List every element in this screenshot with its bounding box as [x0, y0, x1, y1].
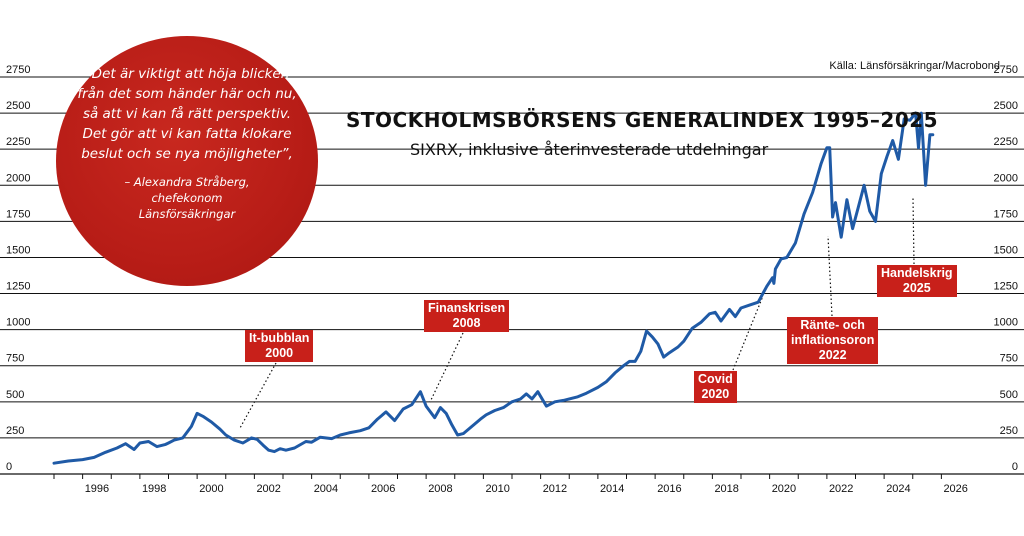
- y-tick-label: 750: [6, 353, 24, 365]
- y-tick-label: 1250: [994, 281, 1018, 293]
- y-tick-label: 750: [1000, 353, 1018, 365]
- y-tick-label: 500: [1000, 389, 1018, 401]
- annotation-year: 2022: [818, 348, 847, 362]
- annotation-year: 2000: [265, 346, 294, 360]
- y-tick-label: 250: [1000, 425, 1018, 437]
- quote-bubble: ”Det är viktigt att höja blicken från de…: [56, 36, 318, 286]
- annotation-year: 2025: [902, 281, 931, 295]
- annotation-label-line: Finanskrisen: [428, 301, 506, 315]
- x-tick-label: 2008: [428, 483, 452, 495]
- y-tick-label: 1000: [994, 317, 1018, 329]
- x-tick-label: 2026: [943, 483, 967, 495]
- x-axis: 1996 1998 2000 2002 2004 2006 2008 2010 2012 2014…: [53, 474, 968, 495]
- leader-line: [827, 235, 833, 317]
- y-tick-label: 500: [6, 389, 24, 401]
- x-tick-label: 2022: [829, 483, 853, 495]
- y-axis-left: 0 250 500 750 1000 1250 1500 1750 2000 2250 2500 27…: [6, 64, 30, 473]
- y-tick-label: 2750: [6, 64, 30, 76]
- annotation-covid: Covid 2020: [694, 371, 737, 403]
- y-tick-label: 2000: [6, 172, 30, 184]
- chart-title: STOCKHOLMSBÖRSENS GENERALINDEX 1995–2025: [346, 108, 939, 132]
- chart-subtitle: SIXRX, inklusive återinvesterade utdelni…: [410, 140, 769, 159]
- annotation-it-bubble: It-bubblan 2000: [245, 330, 314, 362]
- leader-line: [239, 362, 277, 429]
- annotation-label-line: Covid: [698, 372, 733, 386]
- y-tick-label: 2750: [994, 64, 1018, 76]
- leader-line: [732, 295, 764, 371]
- x-tick-label: 2018: [714, 483, 738, 495]
- annotation-rate-inflation: Ränte- och inflationsoron 2022: [787, 317, 879, 364]
- x-tick-label: 2000: [199, 483, 223, 495]
- y-tick-label: 0: [6, 461, 12, 473]
- annotation-label-line: Handelskrig: [881, 266, 953, 280]
- quote-company: Länsförsäkringar: [138, 207, 236, 221]
- x-tick-label: 1996: [85, 483, 109, 495]
- quote-text: ”Det är viktigt att höja blicken från de…: [77, 66, 297, 162]
- x-tick-label: 2014: [600, 483, 624, 495]
- y-tick-label: 2250: [994, 136, 1018, 148]
- y-tick-label: 1500: [6, 244, 30, 256]
- x-tick-label: 2012: [543, 483, 567, 495]
- y-tick-label: 1500: [994, 244, 1018, 256]
- annotation-label-line: It-bubblan: [249, 331, 310, 345]
- annotation-year: 2008: [452, 316, 481, 330]
- x-tick-label: 2024: [886, 483, 910, 495]
- x-tick-label: 1998: [142, 483, 166, 495]
- x-tick-label: 2002: [256, 483, 280, 495]
- annotation-financial-crisis: Finanskrisen 2008: [424, 300, 510, 332]
- x-tick-label: 2006: [371, 483, 395, 495]
- quote-author: – Alexandra Stråberg,: [124, 175, 250, 189]
- y-tick-label: 1000: [6, 317, 30, 329]
- y-tick-label: 2250: [6, 136, 30, 148]
- annotation-year: 2020: [701, 387, 730, 401]
- annotation-label-line: inflationsoron: [791, 333, 875, 347]
- y-tick-label: 2000: [994, 172, 1018, 184]
- y-axis-right: 0 250 500 750 1000 1250 1500 1750 2000 2250 2500 27…: [994, 64, 1018, 473]
- y-tick-label: 0: [1012, 461, 1018, 473]
- y-tick-label: 2500: [6, 100, 30, 112]
- y-tick-label: 1750: [6, 208, 30, 220]
- annotation-leaders: [239, 197, 915, 429]
- x-tick-label: 2020: [772, 483, 796, 495]
- source-note: Källa: Länsförsäkringar/Macrobond: [829, 60, 1000, 72]
- x-tick-label: 2016: [657, 483, 681, 495]
- leader-line: [429, 332, 464, 403]
- x-tick-label: 2004: [314, 483, 338, 495]
- quote-byline: – Alexandra Stråberg, chefekonom Länsför…: [76, 174, 298, 222]
- quote-role: chefekonom: [151, 191, 223, 205]
- y-tick-label: 250: [6, 425, 24, 437]
- x-tick-label: 2010: [485, 483, 509, 495]
- y-tick-label: 1750: [994, 208, 1018, 220]
- y-tick-label: 2500: [994, 100, 1018, 112]
- y-tick-label: 1250: [6, 281, 30, 293]
- series-line: [52, 111, 935, 465]
- annotation-trade-war: Handelskrig 2025: [877, 265, 957, 297]
- annotation-label-line: Ränte- och: [800, 318, 865, 332]
- leader-line: [912, 197, 915, 265]
